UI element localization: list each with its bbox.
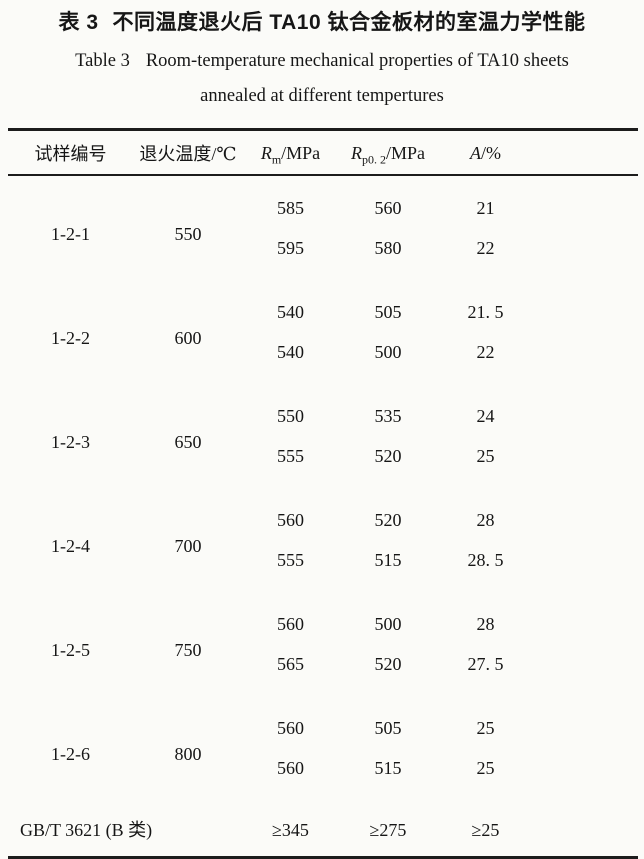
header-elongation: A/% (438, 129, 638, 176)
mechanical-properties-table: 试样编号 退火温度/℃ Rm/MPa Rp0. 2/MPa A/% 1-2-1 … (8, 128, 638, 859)
elongation-value: 24 (476, 406, 495, 426)
rp02-value: 500 (374, 342, 402, 362)
rp02-value: 580 (374, 238, 402, 258)
header-row: 试样编号 退火温度/℃ Rm/MPa Rp0. 2/MPa A/% (8, 129, 638, 176)
rp02-value: 500 (374, 614, 402, 634)
rp02-value: 520 (374, 510, 402, 530)
elongation-value: 28 (476, 510, 495, 530)
sample-id: 1-2-3 (51, 432, 90, 452)
header-annealing-temperature: 退火温度/℃ (133, 129, 243, 176)
sample-id: 1-2-2 (51, 328, 90, 348)
table-number-zh: 表 3 (58, 11, 99, 34)
table-title-chinese: 表 3 不同温度退火后 TA10 钛合金板材的室温力学性能 (0, 8, 644, 38)
annealing-temperature: 750 (174, 640, 202, 660)
rm-value: 550 (277, 406, 304, 426)
table-row: 555 520 25 (8, 436, 638, 488)
rp02-value: 520 (374, 654, 402, 674)
header-sample-id: 试样编号 (8, 129, 133, 176)
rm-value: 595 (277, 238, 304, 258)
rp02-value: 535 (374, 406, 402, 426)
table-row: 595 580 22 (8, 228, 638, 280)
table-row: 1-2-5 750 560 500 28 (8, 592, 638, 660)
elongation-value: 25 (476, 718, 495, 738)
rm-value: 560 (277, 510, 304, 530)
table-row: 555 515 28. 5 (8, 540, 638, 592)
elongation-value: 25 (476, 758, 495, 778)
table-title-english: Table 3 Room-temperature mechanical prope… (0, 44, 644, 114)
elongation-value: 21. 5 (467, 302, 504, 322)
standard-reference-label: GB/T 3621 (B 类) (20, 820, 153, 840)
header-tensile-strength: Rm/MPa (243, 129, 338, 176)
table-row: 540 500 22 (8, 332, 638, 384)
elongation-value: 28 (476, 614, 495, 634)
sample-id: 1-2-6 (51, 744, 90, 764)
rm-value: 555 (277, 446, 304, 466)
table-row: 1-2-6 800 560 505 25 (8, 696, 638, 764)
table-row: 1-2-2 600 540 505 21. 5 (8, 280, 638, 348)
table-title-zh-text: 不同温度退火后 TA10 钛合金板材的室温力学性能 (112, 11, 586, 34)
rp02-value: 515 (374, 550, 402, 570)
annealing-temperature: 700 (174, 536, 202, 556)
elongation-value: 28. 5 (467, 550, 504, 570)
sample-id: 1-2-1 (51, 224, 90, 244)
standard-reference-row: GB/T 3621 (B 类) ≥345 ≥275 ≥25 (8, 800, 638, 858)
elongation-value: 27. 5 (467, 654, 504, 674)
rp02-value: 505 (374, 302, 402, 322)
table-title-en-text: Room-temperature mechanical properties o… (145, 51, 569, 71)
elongation-value: 22 (476, 342, 495, 362)
rm-value: 565 (277, 654, 304, 674)
rm-value: 560 (277, 614, 304, 634)
rm-value: 555 (277, 550, 304, 570)
rm-value: 540 (277, 342, 304, 362)
table-title-en-line2: annealed at different tempertures (200, 86, 444, 106)
annealing-temperature: 800 (174, 744, 202, 764)
annealing-temperature: 650 (174, 432, 202, 452)
rm-value: 540 (277, 302, 304, 322)
table-number-en: Table 3 (75, 51, 130, 71)
table-row: 565 520 27. 5 (8, 644, 638, 696)
elongation-value: 25 (476, 446, 495, 466)
elongation-minimum: ≥25 (471, 820, 500, 840)
sample-id: 1-2-4 (51, 536, 90, 556)
rp02-value: 560 (374, 198, 402, 218)
rp02-minimum: ≥275 (369, 820, 407, 840)
rm-value: 560 (277, 718, 304, 738)
table-title-en-line1: Table 3 Room-temperature mechanical prope… (75, 51, 569, 71)
annealing-temperature: 550 (174, 224, 202, 244)
table-row: 1-2-1 550 585 560 21 (8, 175, 638, 244)
elongation-value: 22 (476, 238, 495, 258)
rp02-value: 520 (374, 446, 402, 466)
header-yield-strength: Rp0. 2/MPa (338, 129, 438, 176)
sample-id: 1-2-5 (51, 640, 90, 660)
rp02-value: 515 (374, 758, 402, 778)
annealing-temperature: 600 (174, 328, 202, 348)
rm-minimum: ≥345 (272, 820, 309, 840)
rp02-value: 505 (374, 718, 402, 738)
scanned-paper-page: 表 3 不同温度退火后 TA10 钛合金板材的室温力学性能 Table 3 Room… (0, 8, 644, 859)
table-row: 1-2-3 650 550 535 24 (8, 384, 638, 452)
table-row: 1-2-4 700 560 520 28 (8, 488, 638, 556)
rm-value: 560 (277, 758, 304, 778)
rm-value: 585 (277, 198, 304, 218)
elongation-value: 21 (476, 198, 495, 218)
